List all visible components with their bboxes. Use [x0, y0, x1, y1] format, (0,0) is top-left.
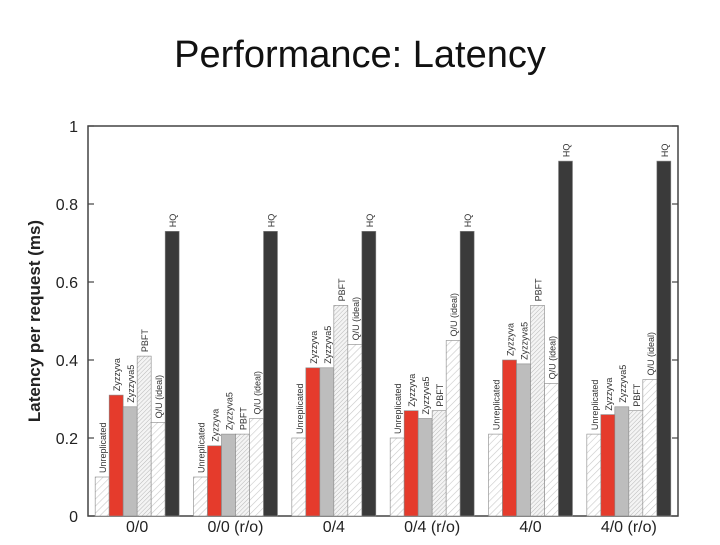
bar-pbft	[628, 410, 644, 517]
bar-pbft	[431, 410, 447, 517]
bar-label: PBFT	[534, 278, 544, 302]
bar-zyzzyva	[108, 394, 124, 517]
bar-label: PBFT	[435, 383, 445, 407]
bar-label: Q/U (ideal)	[351, 297, 361, 341]
y-tick-label: 0.8	[56, 197, 78, 214]
bar-zyzzyva	[305, 367, 321, 517]
bar-label: Unreplicated	[197, 422, 207, 473]
bar-q-u-ideal-	[642, 379, 658, 517]
bar-hq	[263, 231, 278, 517]
x-tick-label: 0/0	[126, 519, 148, 536]
bar-pbft	[136, 355, 152, 517]
x-tick-label: 0/4 (r/o)	[404, 519, 460, 536]
bar-label: Unreplicated	[492, 380, 502, 431]
plot-frame	[87, 125, 679, 517]
bar-label: Q/U (ideal)	[449, 293, 459, 337]
bar-hq	[361, 231, 377, 517]
bar-label: HQ	[365, 214, 375, 228]
bar-q-u-ideal-	[249, 418, 264, 517]
bar-label: HQ	[463, 214, 473, 228]
bar-hq	[164, 231, 180, 517]
bar-label: Unreplicated	[295, 383, 305, 434]
bar-label: Zyzzyva5	[323, 326, 333, 364]
bar-zyzzyva	[207, 445, 222, 517]
bar-label: HQ	[660, 144, 670, 158]
bar-label: Unreplicated	[98, 422, 108, 473]
bar-label: PBFT	[140, 329, 150, 353]
x-tick-label: 0/4	[323, 519, 345, 536]
bar-hq	[558, 160, 573, 517]
bar-label: HQ	[267, 214, 277, 228]
bar-label: Zyzzyva	[604, 378, 614, 411]
bar-zyzzyva5	[516, 363, 531, 517]
bar-label: Zyzzyva	[407, 374, 417, 407]
bar-label: Zyzzyva	[211, 409, 221, 442]
bar-label: Zyzzyva	[112, 358, 122, 391]
bar-unreplicated	[193, 476, 208, 517]
bar-pbft	[235, 433, 250, 517]
bar-hq	[656, 160, 672, 517]
bar-unreplicated	[488, 433, 503, 517]
bar-label: HQ	[168, 214, 178, 228]
bar-zyzzyva5	[122, 406, 138, 517]
bar-label: Zyzzyva5	[225, 392, 235, 430]
bar-label: HQ	[562, 144, 572, 158]
bar-zyzzyva5	[417, 418, 433, 517]
bar-pbft	[333, 305, 349, 517]
bar-label: Zyzzyva	[506, 323, 516, 356]
bar-label: PBFT	[239, 407, 249, 431]
bar-zyzzyva5	[319, 367, 335, 517]
bar-label: Zyzzyva	[309, 331, 319, 364]
bar-label: Unreplicated	[393, 383, 403, 434]
bar-zyzzyva5	[221, 433, 236, 517]
y-tick-label: 1	[69, 119, 78, 136]
bar-label: Zyzzyva5	[126, 365, 136, 403]
x-tick-label: 4/0	[519, 519, 541, 536]
x-tick-label: 0/0 (r/o)	[207, 519, 263, 536]
bar-q-u-ideal-	[544, 383, 559, 517]
bar-unreplicated	[586, 433, 602, 517]
x-tick-label: 4/0 (r/o)	[601, 519, 657, 536]
y-tick-label: 0.2	[56, 431, 78, 448]
bar-pbft	[530, 305, 545, 517]
bar-label: Zyzzyva5	[520, 322, 530, 360]
y-tick-label: 0	[69, 509, 78, 526]
y-tick-label: 0.6	[56, 275, 78, 292]
bar-zyzzyva	[600, 414, 616, 517]
bar-label: Zyzzyva5	[421, 376, 431, 414]
bar-zyzzyva	[403, 410, 419, 517]
bar-label: Q/U (ideal)	[646, 332, 656, 376]
bar-q-u-ideal-	[445, 340, 461, 517]
bar-label: Unreplicated	[590, 380, 600, 431]
bar-label: Zyzzyva5	[618, 365, 628, 403]
slide-title: Performance: Latency	[174, 34, 546, 76]
bar-unreplicated	[389, 437, 405, 517]
y-axis-label: Latency per request (ms)	[25, 220, 44, 422]
bar-unreplicated	[291, 437, 307, 517]
bar-label: PBFT	[337, 278, 347, 302]
bar-label: Q/U (ideal)	[548, 336, 558, 380]
bar-zyzzyva5	[614, 406, 630, 517]
bar-q-u-ideal-	[347, 344, 363, 517]
bar-label: Q/U (ideal)	[253, 371, 263, 415]
bar-zyzzyva	[502, 359, 517, 517]
bar-label: Q/U (ideal)	[154, 375, 164, 419]
bar-q-u-ideal-	[150, 422, 166, 517]
y-tick-label: 0.4	[56, 353, 78, 370]
bar-label: PBFT	[632, 383, 642, 407]
bar-unreplicated	[94, 476, 110, 517]
bar-hq	[459, 231, 475, 517]
